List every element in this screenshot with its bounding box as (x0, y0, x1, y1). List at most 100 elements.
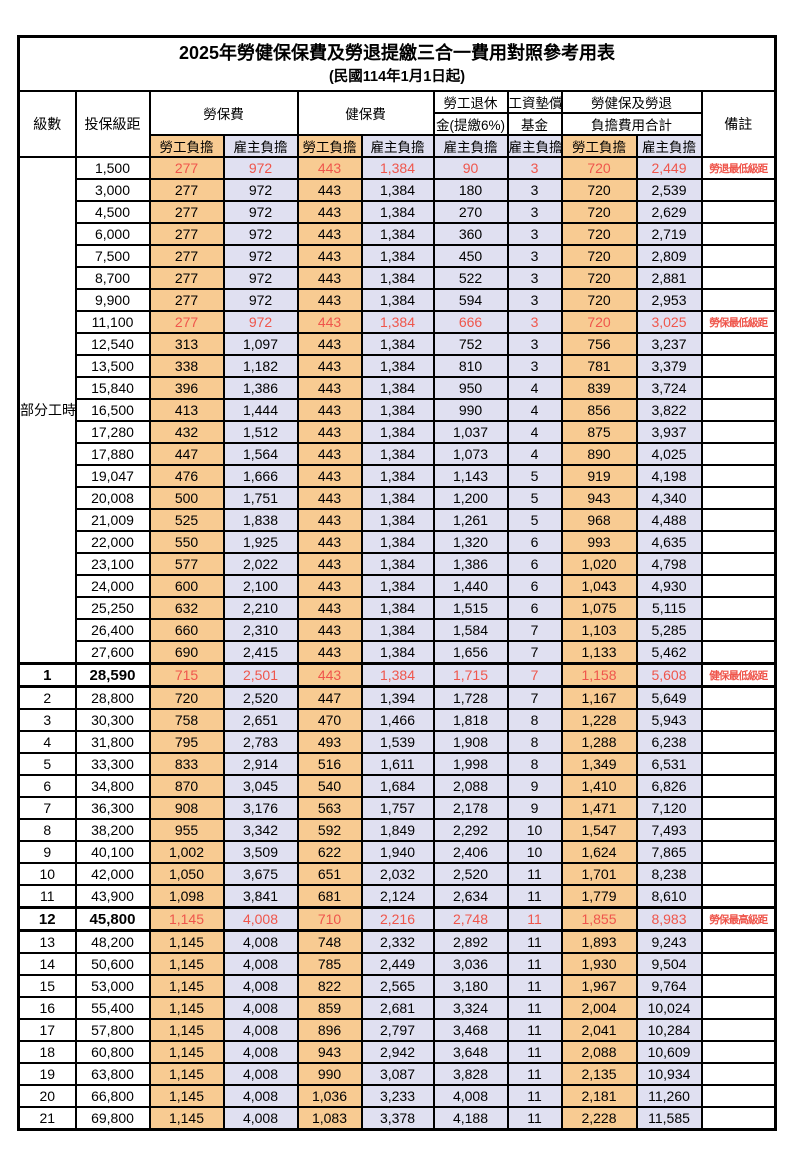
table-row: 8,700 277 972 443 1,384 522 3 720 2,881 (19, 266, 777, 290)
header-wage-fund-line1: 工資墊償 (506, 90, 563, 114)
cell-labor-employee: 577 (148, 552, 225, 576)
cell-labor-employer: 2,022 (222, 552, 299, 576)
cell-pension-employer: 270 (432, 200, 509, 224)
cell-wage-fund-employer: 8 (506, 752, 563, 776)
cell-wage-fund-employer: 11 (506, 996, 563, 1020)
table-row: 11 43,900 1,098 3,841 681 2,124 2,634 11 1,779 8,… (17, 884, 777, 909)
cell-insured-bracket: 17,280 (74, 420, 151, 444)
cell-health-employer: 1,466 (360, 708, 435, 732)
cell-total-employer: 2,809 (635, 244, 703, 268)
cell-pension-employer: 1,200 (432, 486, 509, 510)
cell-health-employee: 943 (296, 1040, 363, 1064)
table-row: 15 53,000 1,145 4,008 822 2,565 3,180 11 1,967 9,… (17, 974, 777, 998)
cell-level: 14 (17, 952, 77, 976)
header-row-3: 勞工負擔 雇主負擔 勞工負擔 雇主負擔 雇主負擔 雇主負擔 勞工負擔 雇主負擔 (19, 134, 776, 158)
cell-health-employer: 1,757 (360, 796, 435, 820)
cell-pension-employer: 1,143 (432, 464, 509, 488)
cell-health-employee: 443 (296, 574, 363, 598)
cell-insured-bracket: 48,200 (74, 929, 151, 954)
table-row: 9 40,100 1,002 3,509 622 1,940 2,406 10 1,624 7,8… (17, 840, 777, 864)
cell-health-employee: 896 (296, 1018, 363, 1042)
cell-labor-employer: 4,008 (222, 996, 299, 1020)
cell-total-employee: 2,041 (560, 1018, 638, 1042)
cell-health-employee: 443 (296, 420, 363, 444)
header-wage-fund-line2: 基金 (506, 112, 563, 136)
table-row: 8 38,200 955 3,342 592 1,849 2,292 10 1,547 7,493 (17, 818, 777, 842)
cell-labor-employee: 660 (148, 618, 225, 642)
cell-level: 3 (17, 708, 77, 732)
cell-remark (700, 200, 777, 224)
cell-labor-employer: 1,182 (222, 354, 299, 378)
cell-level: 13 (17, 929, 77, 954)
cell-remark: 勞保最高級距 (700, 906, 777, 932)
cell-level: 21 (17, 1106, 77, 1131)
cell-health-employee: 443 (296, 442, 363, 466)
cell-labor-employee: 277 (148, 288, 225, 312)
cell-pension-employer: 90 (432, 156, 509, 180)
cell-health-employee: 622 (296, 840, 363, 864)
cell-labor-employer: 1,925 (222, 530, 299, 554)
cell-health-employee: 443 (296, 486, 363, 510)
cell-pension-employer: 180 (432, 178, 509, 202)
cell-total-employee: 720 (560, 310, 638, 334)
cell-level: 9 (17, 840, 77, 864)
cell-labor-employer: 2,520 (222, 685, 299, 710)
cell-pension-employer: 2,406 (432, 840, 509, 864)
cell-wage-fund-employer: 11 (506, 1062, 563, 1086)
cell-labor-employee: 277 (148, 222, 225, 246)
table-row: 5 33,300 833 2,914 516 1,611 1,998 8 1,349 6,531 (17, 752, 777, 776)
cell-pension-employer: 1,998 (432, 752, 509, 776)
cell-labor-employer: 1,512 (222, 420, 299, 444)
cell-pension-employer: 1,656 (432, 640, 509, 665)
cell-health-employee: 470 (296, 708, 363, 732)
header-health-insurance: 健保費 (296, 90, 435, 136)
cell-health-employer: 2,032 (360, 862, 435, 886)
cell-total-employer: 4,930 (635, 574, 703, 598)
cell-total-employee: 1,930 (560, 952, 638, 976)
cell-pension-employer: 2,178 (432, 796, 509, 820)
cell-health-employer: 1,384 (360, 376, 435, 400)
cell-insured-bracket: 22,000 (74, 530, 151, 554)
cell-wage-fund-employer: 11 (506, 1040, 563, 1064)
cell-health-employer: 1,384 (360, 420, 435, 444)
cell-total-employer: 5,649 (635, 685, 703, 710)
cell-health-employer: 1,384 (360, 442, 435, 466)
cell-health-employer: 1,384 (360, 574, 435, 598)
cell-pension-employer: 594 (432, 288, 509, 312)
cell-insured-bracket: 19,047 (74, 464, 151, 488)
cell-total-employee: 890 (560, 442, 638, 466)
cell-pension-employer: 2,292 (432, 818, 509, 842)
cell-health-employee: 493 (296, 730, 363, 754)
cell-level: 7 (17, 796, 77, 820)
cell-total-employer: 9,764 (635, 974, 703, 998)
cell-labor-employee: 758 (148, 708, 225, 732)
cell-labor-employee: 870 (148, 774, 225, 798)
cell-total-employee: 968 (560, 508, 638, 532)
cell-pension-employer: 666 (432, 310, 509, 334)
cell-total-employer: 3,822 (635, 398, 703, 422)
cell-pension-employer: 4,188 (432, 1106, 509, 1131)
cell-remark (700, 708, 777, 732)
cell-remark (700, 464, 777, 488)
cell-wage-fund-employer: 8 (506, 730, 563, 754)
cell-insured-bracket: 69,800 (74, 1106, 151, 1131)
cell-health-employer: 3,233 (360, 1084, 435, 1108)
cell-wage-fund-employer: 4 (506, 398, 563, 422)
cell-labor-employer: 2,651 (222, 708, 299, 732)
cell-total-employee: 720 (560, 222, 638, 246)
cell-health-employee: 443 (296, 596, 363, 620)
cell-total-employee: 1,133 (560, 640, 638, 665)
cell-remark: 勞保最低級距 (700, 310, 777, 334)
cell-labor-employee: 1,002 (148, 840, 225, 864)
table-row: 11,100 277 972 443 1,384 666 3 720 3,025 勞保最低級距 (19, 310, 777, 334)
cell-remark (700, 640, 777, 665)
cell-remark (700, 774, 777, 798)
cell-health-employer: 1,384 (360, 266, 435, 290)
cell-pension-employer: 3,324 (432, 996, 509, 1020)
table-row: 17,280 432 1,512 443 1,384 1,037 4 875 3,937 (19, 420, 777, 444)
cell-insured-bracket: 36,300 (74, 796, 151, 820)
page-title: 2025年勞健保保費及勞退提繳三合一費用對照參考用表 (179, 43, 616, 63)
cell-total-employee: 1,158 (560, 662, 638, 688)
cell-total-employee: 720 (560, 156, 638, 180)
table-row: 6 34,800 870 3,045 540 1,684 2,088 9 1,410 6,826 (17, 774, 777, 798)
